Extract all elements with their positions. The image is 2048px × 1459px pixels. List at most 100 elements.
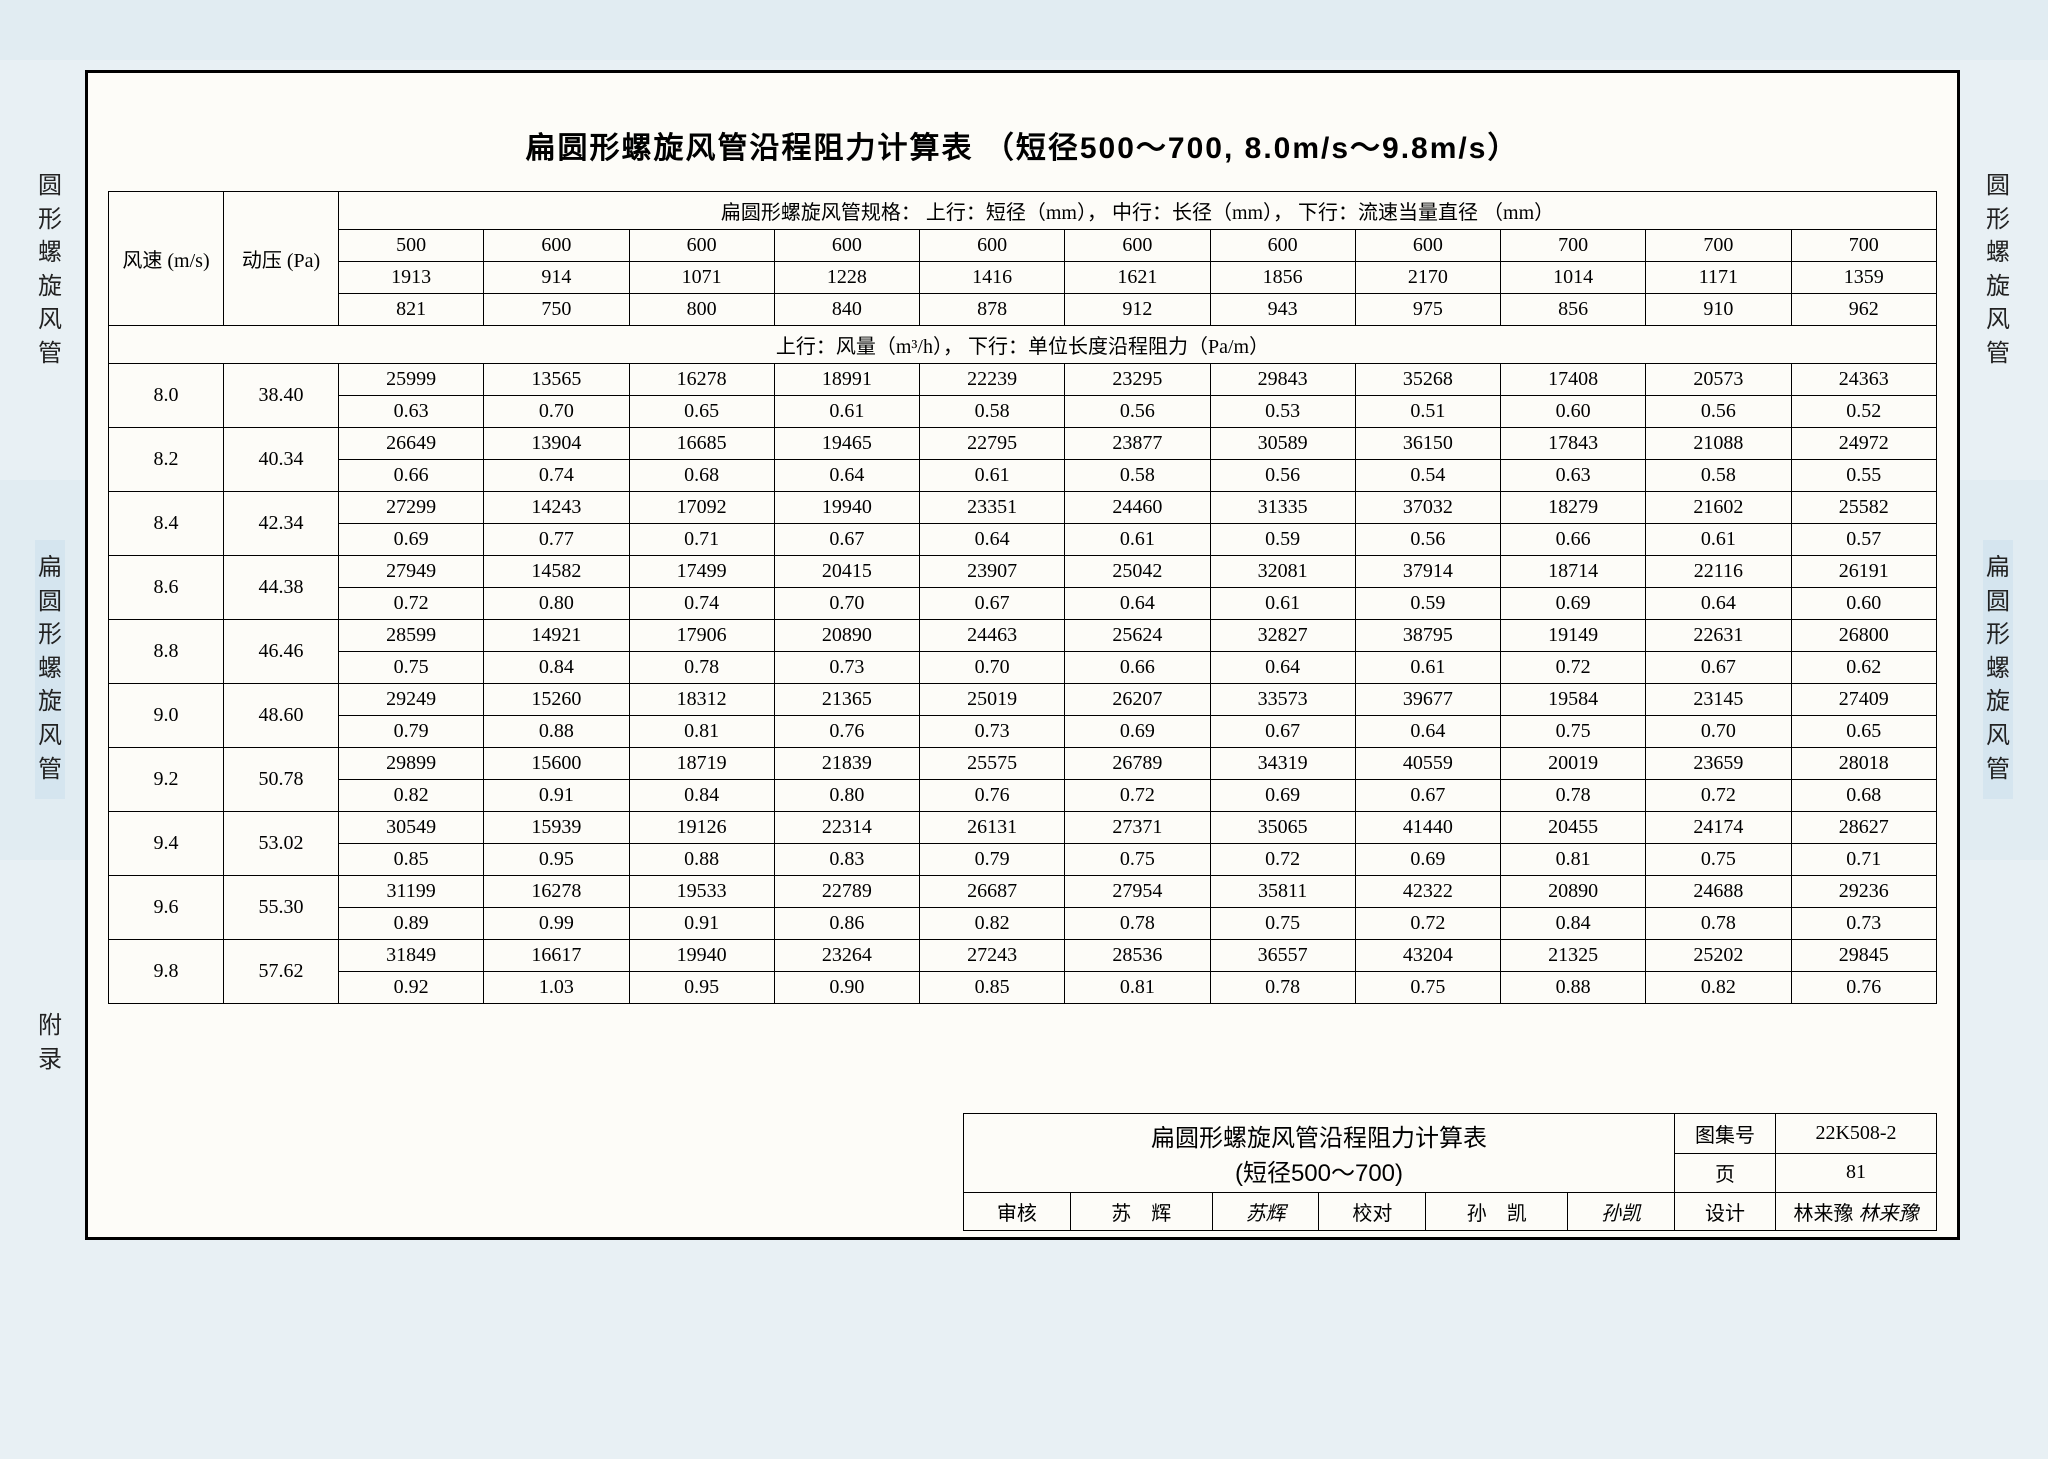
flow-cell: 19940 xyxy=(629,940,774,972)
spec-cell: 1071 xyxy=(629,262,774,294)
flow-cell: 27299 xyxy=(339,492,484,524)
speed-cell: 9.8 xyxy=(109,940,224,1004)
loss-cell: 0.75 xyxy=(1646,844,1791,876)
flow-cell: 26649 xyxy=(339,428,484,460)
loss-cell: 0.75 xyxy=(1355,972,1500,1004)
spec-cell: 856 xyxy=(1501,294,1646,326)
flow-cell: 24463 xyxy=(920,620,1065,652)
flow-cell: 39677 xyxy=(1355,684,1500,716)
loss-cell: 0.67 xyxy=(1646,652,1791,684)
loss-cell: 0.99 xyxy=(484,908,629,940)
loss-cell: 0.78 xyxy=(1646,908,1791,940)
col-speed-header: 风速 (m/s) xyxy=(109,192,224,326)
loss-cell: 0.56 xyxy=(1210,460,1355,492)
spec-cell: 600 xyxy=(920,230,1065,262)
flow-cell: 15939 xyxy=(484,812,629,844)
shenhe-name: 苏 辉 xyxy=(1070,1193,1212,1231)
flow-cell: 31199 xyxy=(339,876,484,908)
flow-cell: 23145 xyxy=(1646,684,1791,716)
flow-cell: 19465 xyxy=(774,428,919,460)
spec-cell: 1856 xyxy=(1210,262,1355,294)
jiaodui-name: 孙 凯 xyxy=(1426,1193,1568,1231)
loss-cell: 0.95 xyxy=(629,972,774,1004)
side-label-left-mid: 扁圆形螺旋风管 xyxy=(35,540,65,799)
side-label-right-mid: 扁圆形螺旋风管 xyxy=(1983,540,2013,799)
speed-cell: 9.6 xyxy=(109,876,224,940)
page-title: 扁圆形螺旋风管沿程阻力计算表 （短径500～700, 8.0m/s～9.8m/s… xyxy=(108,123,1937,167)
flow-cell: 26207 xyxy=(1065,684,1210,716)
spec-cell: 800 xyxy=(629,294,774,326)
loss-cell: 0.58 xyxy=(1065,460,1210,492)
loss-cell: 0.64 xyxy=(1210,652,1355,684)
flow-cell: 28627 xyxy=(1791,812,1937,844)
flow-cell: 14243 xyxy=(484,492,629,524)
flow-cell: 17906 xyxy=(629,620,774,652)
sheji-sig: 林来豫 xyxy=(1859,1203,1919,1225)
loss-cell: 0.64 xyxy=(774,460,919,492)
flow-cell: 19533 xyxy=(629,876,774,908)
flow-cell: 21325 xyxy=(1501,940,1646,972)
flow-cell: 16685 xyxy=(629,428,774,460)
spec-cell: 1621 xyxy=(1065,262,1210,294)
loss-cell: 0.70 xyxy=(484,396,629,428)
spec-cell: 1014 xyxy=(1501,262,1646,294)
flow-cell: 16278 xyxy=(629,364,774,396)
flow-cell: 15260 xyxy=(484,684,629,716)
flow-cell: 17843 xyxy=(1501,428,1646,460)
loss-cell: 0.82 xyxy=(920,908,1065,940)
flow-cell: 29236 xyxy=(1791,876,1937,908)
flow-cell: 15600 xyxy=(484,748,629,780)
speed-cell: 8.8 xyxy=(109,620,224,684)
loss-cell: 0.84 xyxy=(629,780,774,812)
loss-cell: 0.84 xyxy=(1501,908,1646,940)
loss-cell: 0.81 xyxy=(1501,844,1646,876)
loss-cell: 0.81 xyxy=(1065,972,1210,1004)
loss-cell: 0.52 xyxy=(1791,396,1937,428)
pressure-cell: 40.34 xyxy=(224,428,339,492)
loss-cell: 0.80 xyxy=(774,780,919,812)
loss-cell: 0.56 xyxy=(1646,396,1791,428)
flow-cell: 17408 xyxy=(1501,364,1646,396)
page-frame: 扁圆形螺旋风管沿程阻力计算表 （短径500～700, 8.0m/s～9.8m/s… xyxy=(85,70,1960,1240)
loss-cell: 0.75 xyxy=(339,652,484,684)
loss-cell: 0.72 xyxy=(1646,780,1791,812)
flow-cell: 40559 xyxy=(1355,748,1500,780)
flow-cell: 35065 xyxy=(1210,812,1355,844)
loss-cell: 0.69 xyxy=(1210,780,1355,812)
side-label-left-bot: 附录 xyxy=(35,1010,65,1077)
flow-cell: 23351 xyxy=(920,492,1065,524)
loss-cell: 0.61 xyxy=(1355,652,1500,684)
loss-cell: 0.51 xyxy=(1355,396,1500,428)
loss-cell: 0.76 xyxy=(920,780,1065,812)
spec-cell: 1171 xyxy=(1646,262,1791,294)
shenhe-sig: 苏辉 xyxy=(1212,1193,1319,1231)
page-value: 81 xyxy=(1776,1153,1937,1193)
flow-cell: 17092 xyxy=(629,492,774,524)
flow-cell: 29843 xyxy=(1210,364,1355,396)
flow-cell: 24460 xyxy=(1065,492,1210,524)
spec-cell: 1359 xyxy=(1791,262,1937,294)
loss-cell: 0.71 xyxy=(1791,844,1937,876)
flow-cell: 35268 xyxy=(1355,364,1500,396)
flow-cell: 18719 xyxy=(629,748,774,780)
loss-cell: 0.75 xyxy=(1501,716,1646,748)
spec-cell: 500 xyxy=(339,230,484,262)
loss-cell: 0.67 xyxy=(1355,780,1500,812)
speed-cell: 8.6 xyxy=(109,556,224,620)
loss-cell: 0.88 xyxy=(484,716,629,748)
flow-cell: 25019 xyxy=(920,684,1065,716)
spec-cell: 750 xyxy=(484,294,629,326)
loss-cell: 0.89 xyxy=(339,908,484,940)
flow-cell: 27371 xyxy=(1065,812,1210,844)
flow-cell: 22795 xyxy=(920,428,1065,460)
loss-cell: 0.65 xyxy=(1791,716,1937,748)
flow-cell: 16278 xyxy=(484,876,629,908)
spec-cell: 700 xyxy=(1501,230,1646,262)
loss-cell: 0.95 xyxy=(484,844,629,876)
flow-cell: 21839 xyxy=(774,748,919,780)
flow-cell: 23659 xyxy=(1646,748,1791,780)
loss-cell: 0.64 xyxy=(920,524,1065,556)
flow-cell: 38795 xyxy=(1355,620,1500,652)
loss-cell: 0.82 xyxy=(1646,972,1791,1004)
pressure-cell: 57.62 xyxy=(224,940,339,1004)
